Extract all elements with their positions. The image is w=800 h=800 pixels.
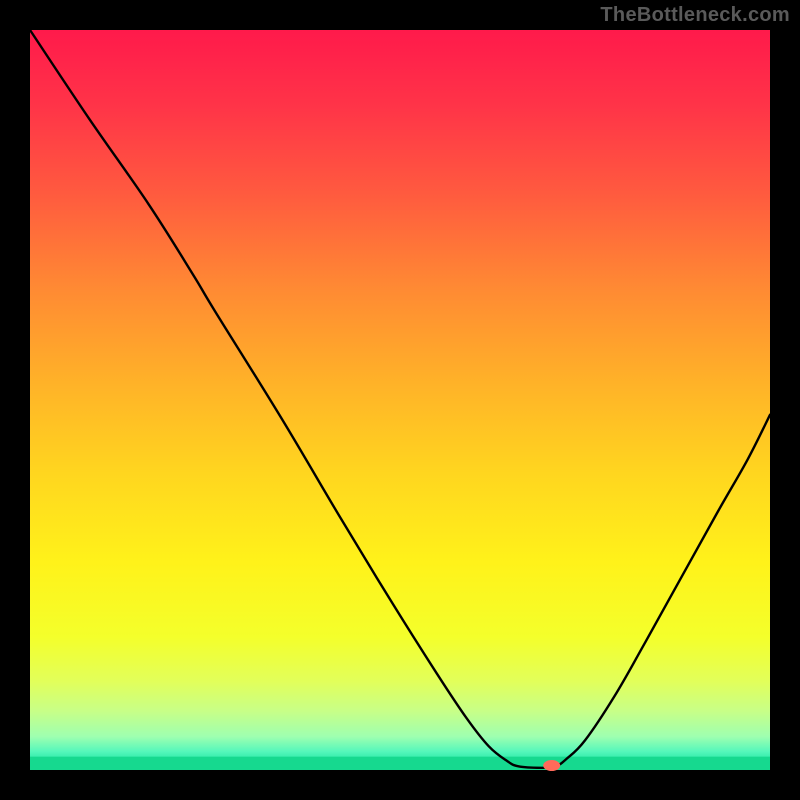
gradient-background xyxy=(30,30,770,770)
optimal-point-marker xyxy=(544,761,560,771)
bottom-green-band xyxy=(30,757,770,770)
bottleneck-chart xyxy=(0,0,800,800)
chart-container: TheBottleneck.com xyxy=(0,0,800,800)
